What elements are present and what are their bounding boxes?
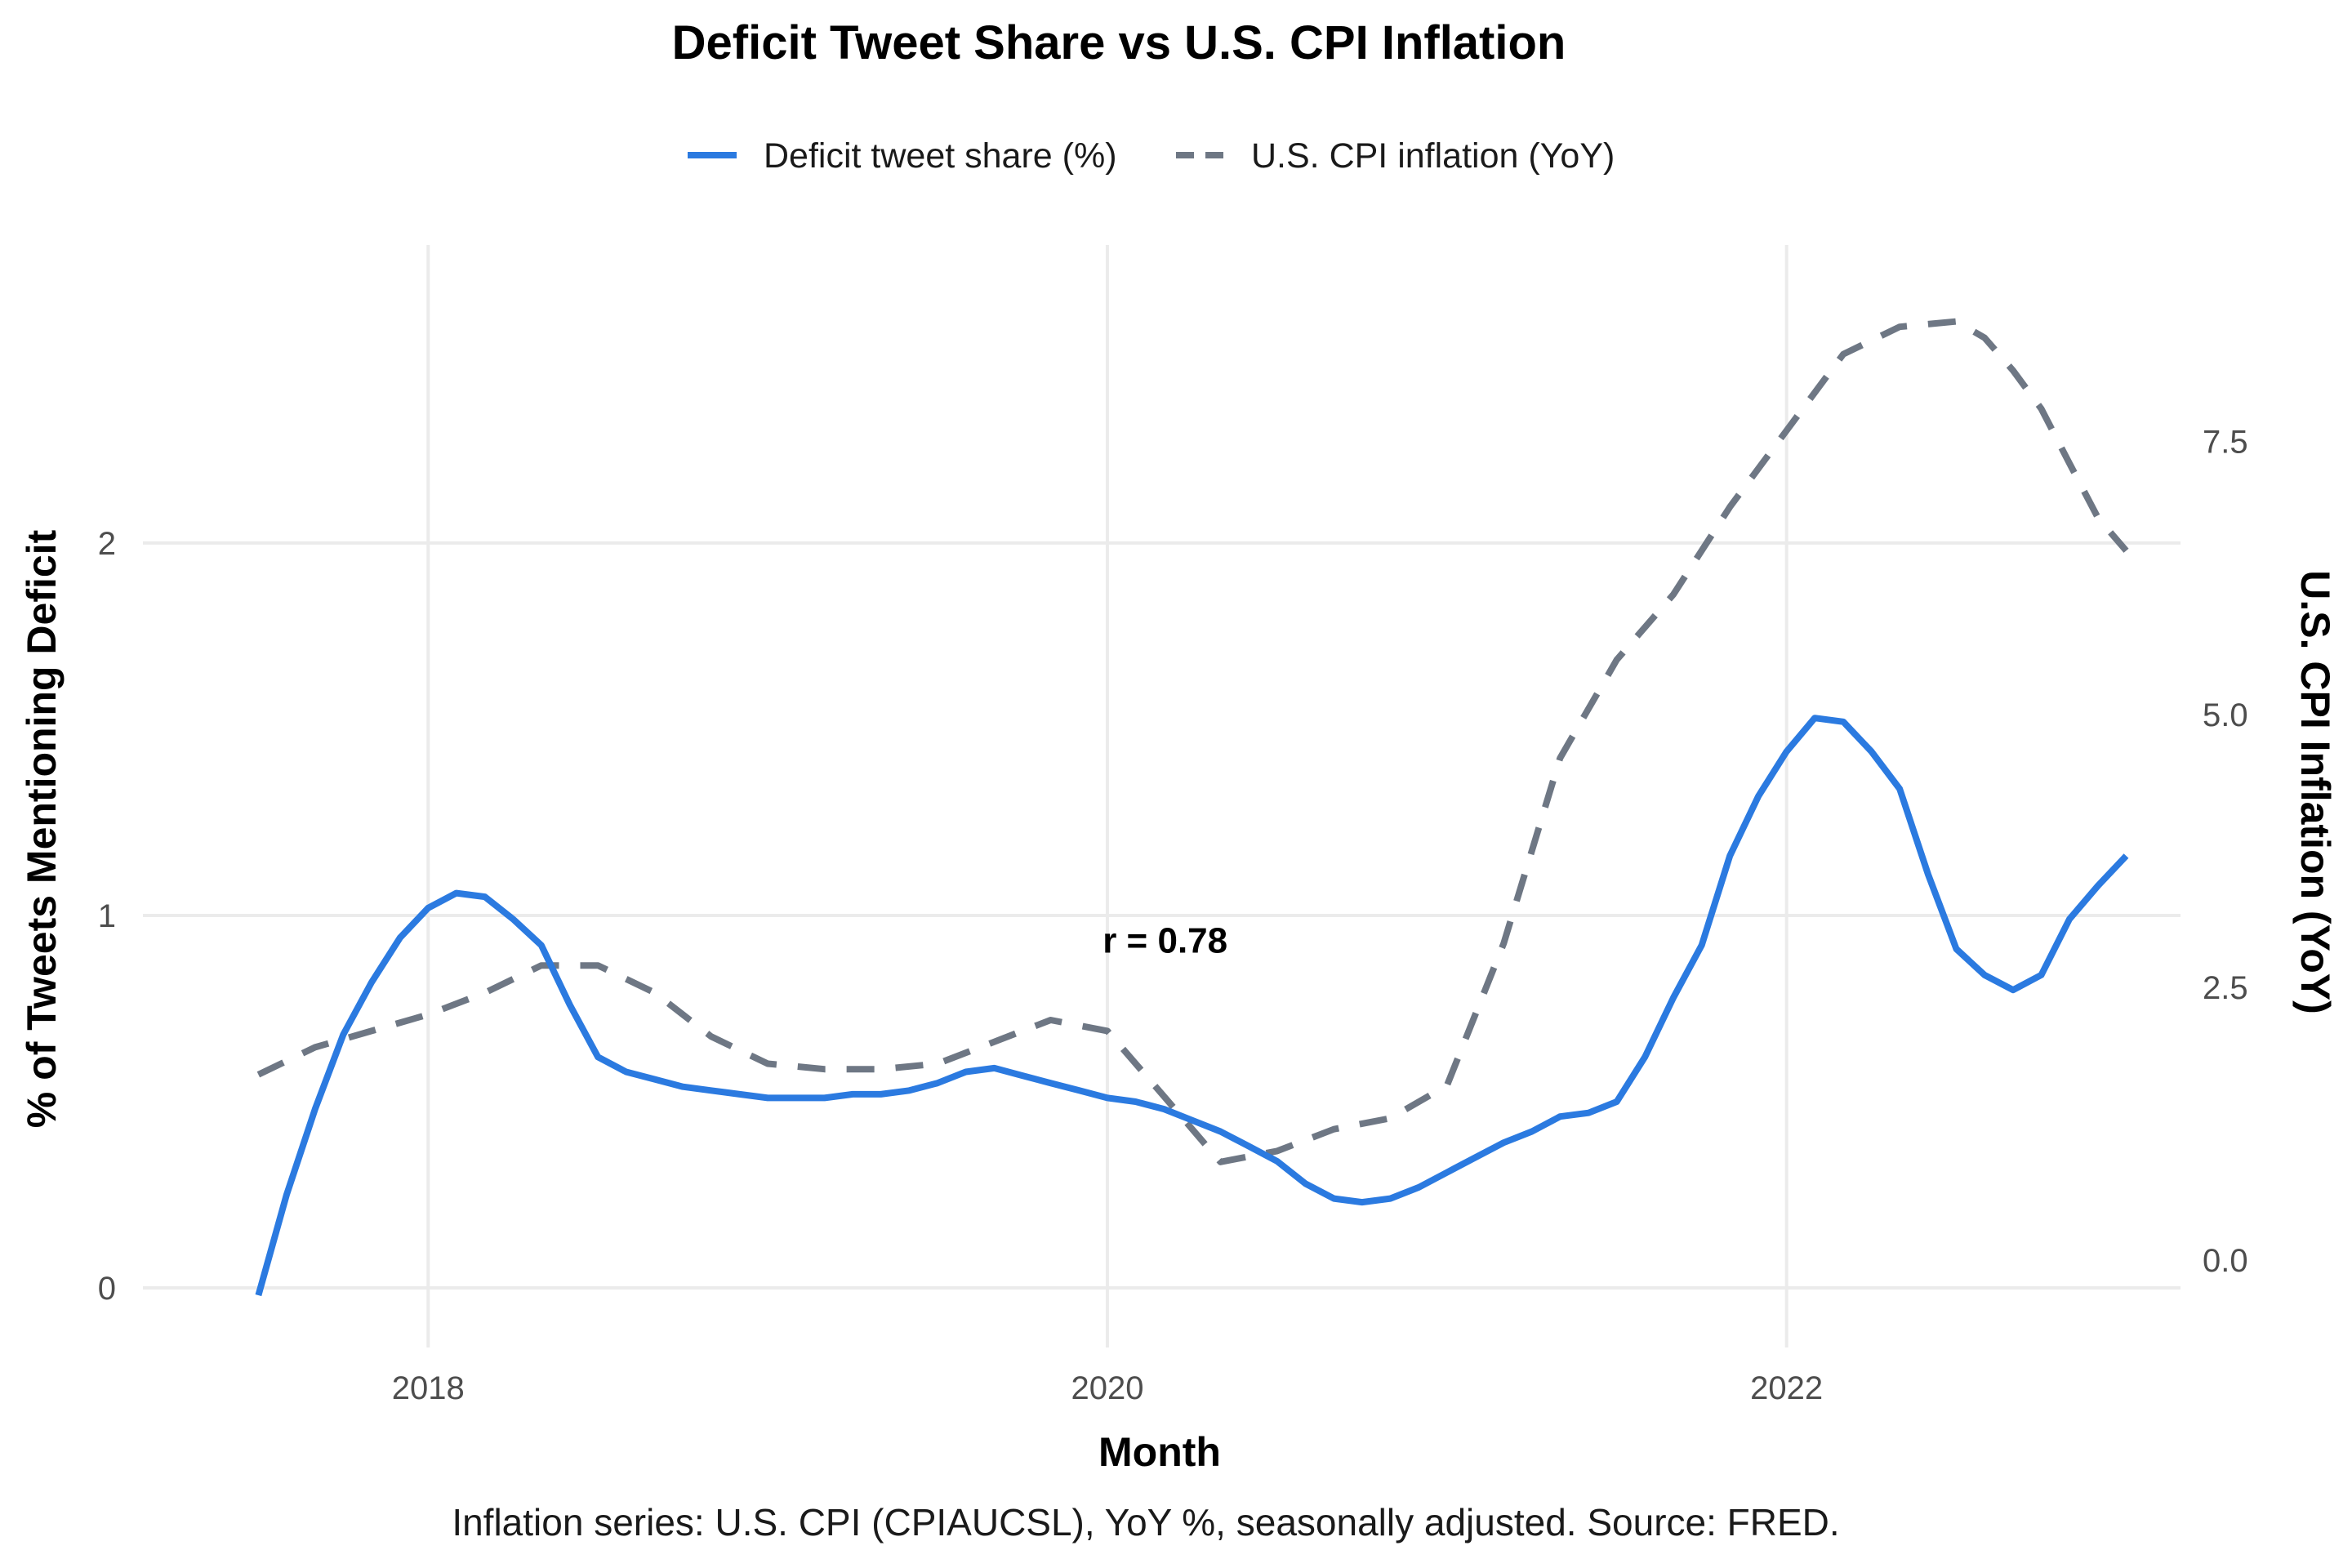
legend: Deficit tweet share (%) U.S. CPI inflati… — [688, 136, 1615, 176]
series — [255, 318, 2129, 1297]
axis-ticks: 2018 2020 2022 0 1 2 0.0 2.5 5.0 7.5 — [98, 425, 2248, 1406]
y-tick-label: 0 — [98, 1271, 116, 1307]
source-caption: Inflation series: U.S. CPI (CPIAUCSL), Y… — [452, 1501, 1839, 1544]
legend-label-share: Deficit tweet share (%) — [764, 136, 1117, 176]
y2-tick-label: 7.5 — [2203, 425, 2248, 461]
y2-tick-label: 2.5 — [2203, 970, 2248, 1006]
y2-tick-label: 5.0 — [2203, 697, 2248, 733]
y2-tick-label: 0.0 — [2203, 1243, 2248, 1279]
gridlines — [143, 245, 2180, 1348]
legend-label-cpi: U.S. CPI inflation (YoY) — [1251, 136, 1615, 176]
x-tick-label: 2020 — [1071, 1370, 1143, 1406]
x-tick-label: 2018 — [392, 1370, 465, 1406]
deficit-share-line — [255, 715, 2129, 1297]
y-tick-label: 1 — [98, 898, 116, 934]
cpi-inflation-line — [256, 318, 2129, 1165]
correlation-annotation: r = 0.78 — [1102, 921, 1227, 961]
y-tick-label: 2 — [98, 526, 116, 562]
y-axis-title: % of Tweets Mentioning Deficit — [19, 529, 65, 1128]
x-tick-label: 2022 — [1750, 1370, 1823, 1406]
chart-title: Deficit Tweet Share vs U.S. CPI Inflatio… — [672, 16, 1566, 69]
x-axis-title: Month — [1098, 1429, 1221, 1475]
y2-axis-title: U.S. CPI Inflation (YoY) — [2292, 570, 2338, 1014]
